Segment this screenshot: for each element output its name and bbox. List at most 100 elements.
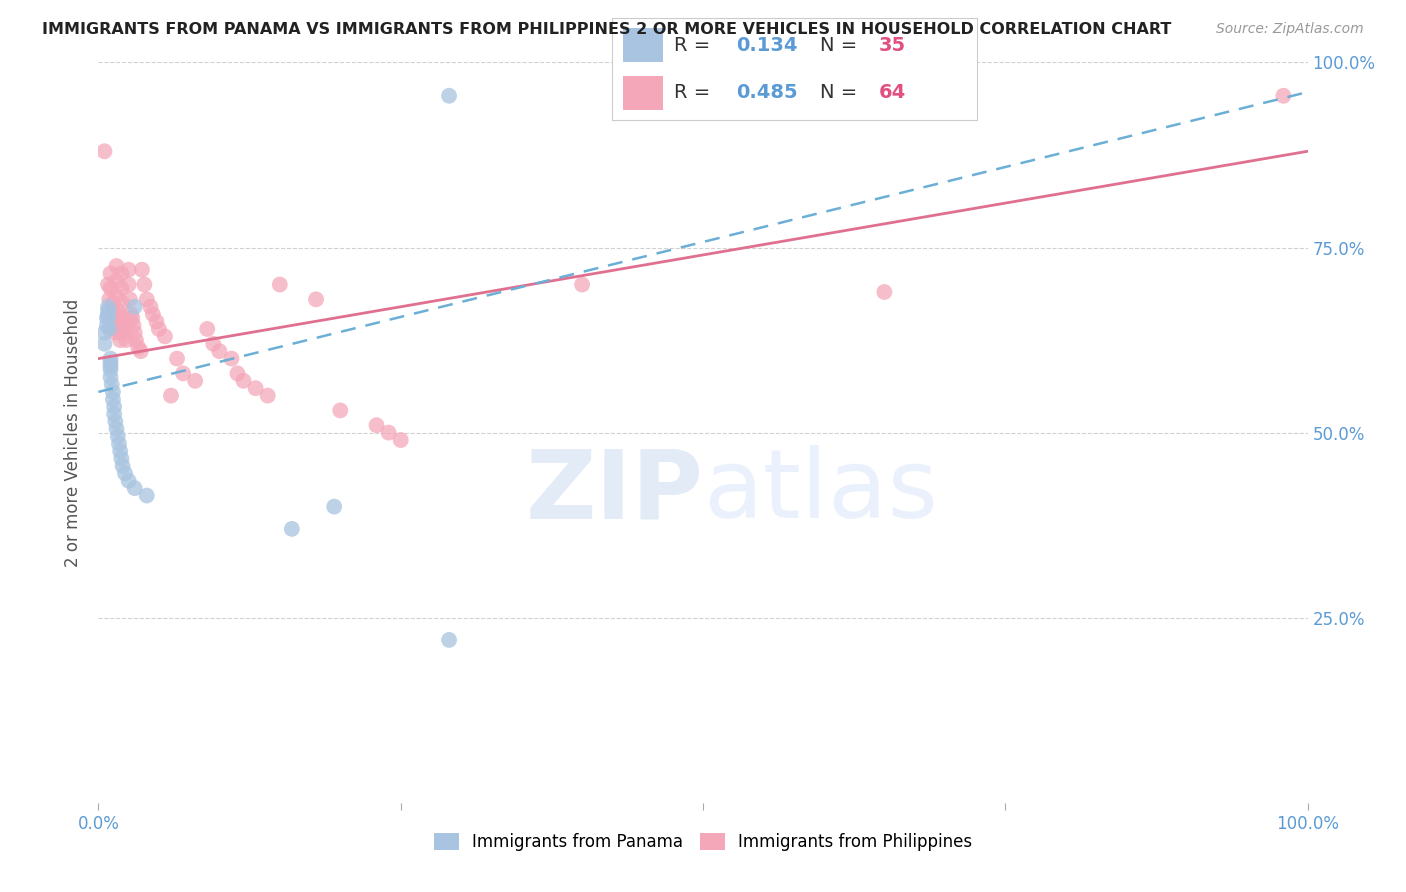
Point — [166, 351, 188, 366]
Point — [281, 522, 304, 536]
Point — [121, 310, 143, 325]
Point — [105, 288, 128, 302]
Point — [873, 285, 896, 299]
Text: Source: ZipAtlas.com: Source: ZipAtlas.com — [1216, 22, 1364, 37]
Point — [97, 277, 120, 292]
Point — [129, 344, 152, 359]
Point — [97, 307, 120, 321]
Point — [98, 322, 121, 336]
Bar — [623, 28, 662, 62]
Point — [101, 296, 124, 310]
Point — [122, 318, 145, 333]
Point — [111, 458, 134, 473]
Point — [127, 341, 149, 355]
Point — [134, 277, 156, 292]
Point — [148, 322, 170, 336]
Point — [108, 444, 131, 458]
Point — [131, 262, 153, 277]
Point — [103, 400, 125, 414]
Point — [124, 481, 146, 495]
Text: IMMIGRANTS FROM PANAMA VS IMMIGRANTS FROM PHILIPPINES 2 OR MORE VEHICLES IN HOUS: IMMIGRANTS FROM PANAMA VS IMMIGRANTS FRO… — [42, 22, 1171, 37]
Point — [269, 277, 291, 292]
Point — [103, 407, 125, 421]
Point — [104, 318, 127, 333]
Point — [135, 293, 157, 307]
Text: atlas: atlas — [703, 445, 938, 539]
Text: 35: 35 — [879, 36, 905, 54]
Point — [105, 259, 128, 273]
Point — [104, 415, 127, 429]
Point — [114, 467, 136, 481]
Point — [172, 367, 194, 381]
Point — [184, 374, 207, 388]
Point — [195, 322, 218, 336]
Point — [139, 300, 162, 314]
Legend: Immigrants from Panama, Immigrants from Philippines: Immigrants from Panama, Immigrants from … — [427, 826, 979, 857]
Text: 0.485: 0.485 — [735, 83, 797, 103]
Point — [305, 293, 328, 307]
Bar — [623, 77, 662, 110]
Point — [100, 370, 122, 384]
Point — [93, 336, 115, 351]
Text: R =: R = — [673, 83, 716, 103]
Point — [98, 293, 121, 307]
Point — [100, 355, 122, 369]
Point — [107, 310, 129, 325]
Point — [232, 374, 254, 388]
Point — [108, 318, 131, 333]
Point — [1272, 88, 1295, 103]
Point — [96, 310, 118, 325]
Point — [114, 318, 136, 333]
Point — [100, 267, 122, 281]
Point — [100, 362, 122, 376]
Point — [153, 329, 176, 343]
Point — [108, 326, 131, 340]
Point — [107, 303, 129, 318]
Point — [112, 310, 135, 325]
Point — [97, 300, 120, 314]
Point — [118, 293, 141, 307]
Point — [118, 277, 141, 292]
Point — [96, 318, 118, 333]
Point — [118, 474, 141, 488]
Point — [105, 274, 128, 288]
Point — [377, 425, 399, 440]
Text: ZIP: ZIP — [524, 445, 703, 539]
Point — [110, 281, 132, 295]
Point — [110, 267, 132, 281]
Text: 0.134: 0.134 — [735, 36, 797, 54]
Point — [124, 326, 146, 340]
Point — [120, 307, 142, 321]
Point — [125, 333, 148, 347]
Text: N =: N = — [820, 36, 863, 54]
Point — [323, 500, 346, 514]
Point — [366, 418, 388, 433]
Point — [202, 336, 225, 351]
Point — [97, 303, 120, 318]
Point — [329, 403, 352, 417]
Point — [108, 333, 131, 347]
Point — [111, 296, 134, 310]
Point — [114, 326, 136, 340]
Point — [256, 388, 278, 402]
Point — [437, 88, 460, 103]
Point — [245, 381, 267, 395]
Point — [135, 489, 157, 503]
Point — [93, 326, 115, 340]
Point — [124, 300, 146, 314]
Point — [93, 145, 115, 159]
Point — [101, 384, 124, 399]
Point — [101, 392, 124, 407]
Point — [118, 262, 141, 277]
Point — [160, 388, 183, 402]
Y-axis label: 2 or more Vehicles in Household: 2 or more Vehicles in Household — [65, 299, 83, 566]
Point — [104, 326, 127, 340]
Text: R =: R = — [673, 36, 716, 54]
Point — [389, 433, 412, 447]
Point — [145, 314, 167, 328]
Point — [100, 359, 122, 373]
Point — [221, 351, 243, 366]
Point — [437, 632, 460, 647]
Point — [100, 281, 122, 295]
Text: 64: 64 — [879, 83, 905, 103]
